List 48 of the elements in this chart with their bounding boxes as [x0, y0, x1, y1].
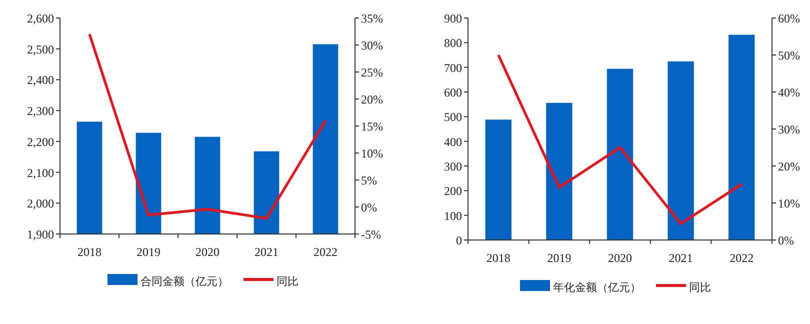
y2-tick-label: 35% — [361, 12, 383, 26]
y2-tick-label: -5% — [361, 228, 381, 242]
y-tick-label: 2,000 — [27, 196, 54, 211]
y-tick-label: 1,900 — [27, 228, 54, 242]
y-tick-label: 100 — [444, 208, 462, 223]
y-tick-label: 2,200 — [27, 134, 54, 149]
y-tick-label: 300 — [444, 160, 462, 174]
x-tick-label: 2022 — [314, 245, 338, 259]
y2-tick-label: 50% — [778, 48, 800, 62]
y-tick-label: 500 — [444, 110, 462, 124]
y-tick-label: 900 — [444, 12, 462, 26]
y-tick-label: 2,300 — [27, 104, 54, 118]
y2-tick-label: 25% — [361, 66, 383, 80]
x-tick-label: 2021 — [668, 251, 693, 265]
y-tick-label: 400 — [444, 134, 462, 149]
y2-tick-label: 5% — [361, 174, 377, 188]
x-tick-label: 2018 — [486, 251, 510, 265]
y2-tick-label: 30% — [778, 122, 800, 136]
legend-label: 合同金额（亿元） — [140, 275, 228, 288]
y2-tick-label: 10% — [778, 196, 800, 210]
y-tick-label: 2,600 — [27, 12, 54, 26]
y-tick-label: 600 — [444, 86, 462, 100]
y-tick-label: 0 — [456, 234, 462, 248]
x-tick-label: 2019 — [136, 245, 160, 259]
y2-tick-label: 20% — [361, 92, 383, 106]
y2-tick-label: 10% — [361, 146, 383, 160]
y-tick-label: 800 — [444, 36, 462, 50]
x-tick-label: 2022 — [730, 251, 754, 265]
y2-tick-label: 20% — [778, 160, 800, 174]
y2-tick-label: 40% — [778, 86, 800, 100]
x-tick-label: 2018 — [78, 245, 102, 259]
legend-label: 同比 — [689, 281, 711, 294]
y-tick-label: 700 — [444, 60, 462, 75]
y-tick-label: 200 — [444, 184, 462, 198]
y-tick-label: 2,100 — [27, 166, 54, 180]
legend-label: 同比 — [276, 275, 298, 288]
x-tick-label: 2021 — [254, 245, 278, 259]
y2-tick-label: 30% — [361, 38, 383, 52]
y2-tick-label: 60% — [778, 12, 800, 26]
x-tick-label: 2019 — [547, 251, 572, 265]
x-tick-label: 2020 — [196, 245, 220, 259]
y2-tick-label: 15% — [361, 120, 383, 134]
y2-tick-label: 0% — [361, 200, 377, 214]
legend-label: 年化金额（亿元） — [553, 281, 641, 294]
x-tick-label: 2020 — [608, 251, 632, 265]
y-tick-label: 2,500 — [27, 42, 54, 56]
y-tick-label: 2,400 — [27, 73, 54, 88]
y2-tick-label: 0% — [778, 234, 794, 248]
